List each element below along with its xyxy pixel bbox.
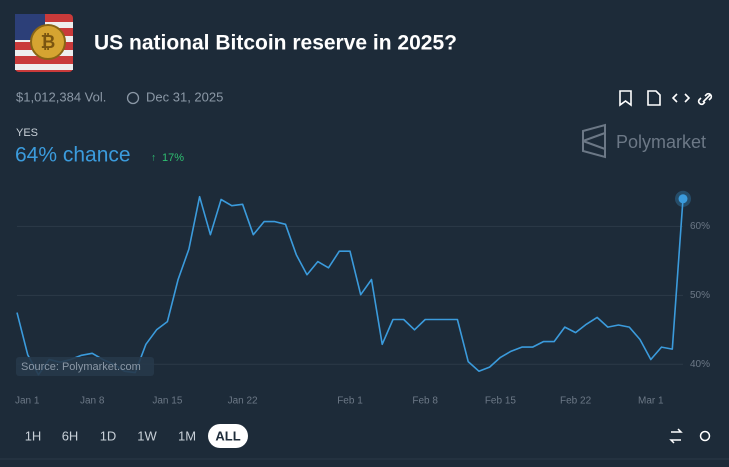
y-tick-label: 50% [690, 290, 710, 301]
change: 17% [162, 152, 184, 164]
clock-icon [126, 91, 140, 105]
range-button[interactable]: 1W [137, 428, 157, 443]
chance: 64% chance [15, 144, 131, 167]
end-dot [678, 194, 688, 204]
x-tick-label: Feb 8 [412, 396, 438, 407]
range-button[interactable]: 1H [25, 428, 42, 443]
x-tick-label: Jan 22 [228, 396, 258, 407]
x-tick-label: Feb 1 [337, 396, 363, 407]
x-tick-label: Jan 15 [152, 396, 182, 407]
x-tick-label: Feb 15 [485, 396, 517, 407]
market-image: ₿ [15, 14, 73, 72]
brand: Polymarket [616, 132, 706, 152]
settings-button[interactable] [699, 430, 711, 442]
title: US national Bitcoin reserve in 2025? [94, 32, 457, 55]
range-button[interactable]: ALL [215, 428, 240, 443]
end-date: Dec 31, 2025 [146, 89, 223, 104]
x-tick-label: Jan 1 [15, 396, 40, 407]
link-button[interactable] [697, 92, 713, 106]
range-button-bg[interactable] [208, 424, 248, 448]
embed-button[interactable] [671, 93, 691, 103]
range-button[interactable]: 1M [178, 428, 196, 443]
document-button[interactable] [647, 90, 661, 106]
x-tick-label: Mar 1 [638, 396, 664, 407]
swap-button[interactable] [669, 428, 683, 444]
outcome: YES [16, 127, 38, 139]
range-button[interactable]: 1D [100, 428, 117, 443]
change-arrow: ↑ [151, 153, 156, 164]
source-box [16, 357, 154, 376]
source: Source: Polymarket.com [21, 361, 141, 373]
brand-logo [582, 123, 606, 159]
y-tick-label: 40% [690, 359, 710, 370]
svg-text:₿: ₿ [41, 32, 56, 52]
range-button[interactable]: 6H [62, 428, 79, 443]
x-tick-label: Feb 22 [560, 396, 592, 407]
volume: $1,012,384 Vol. [16, 89, 106, 104]
y-tick-label: 60% [690, 221, 710, 232]
x-tick-label: Jan 8 [80, 396, 105, 407]
bookmark-button[interactable] [619, 90, 632, 107]
